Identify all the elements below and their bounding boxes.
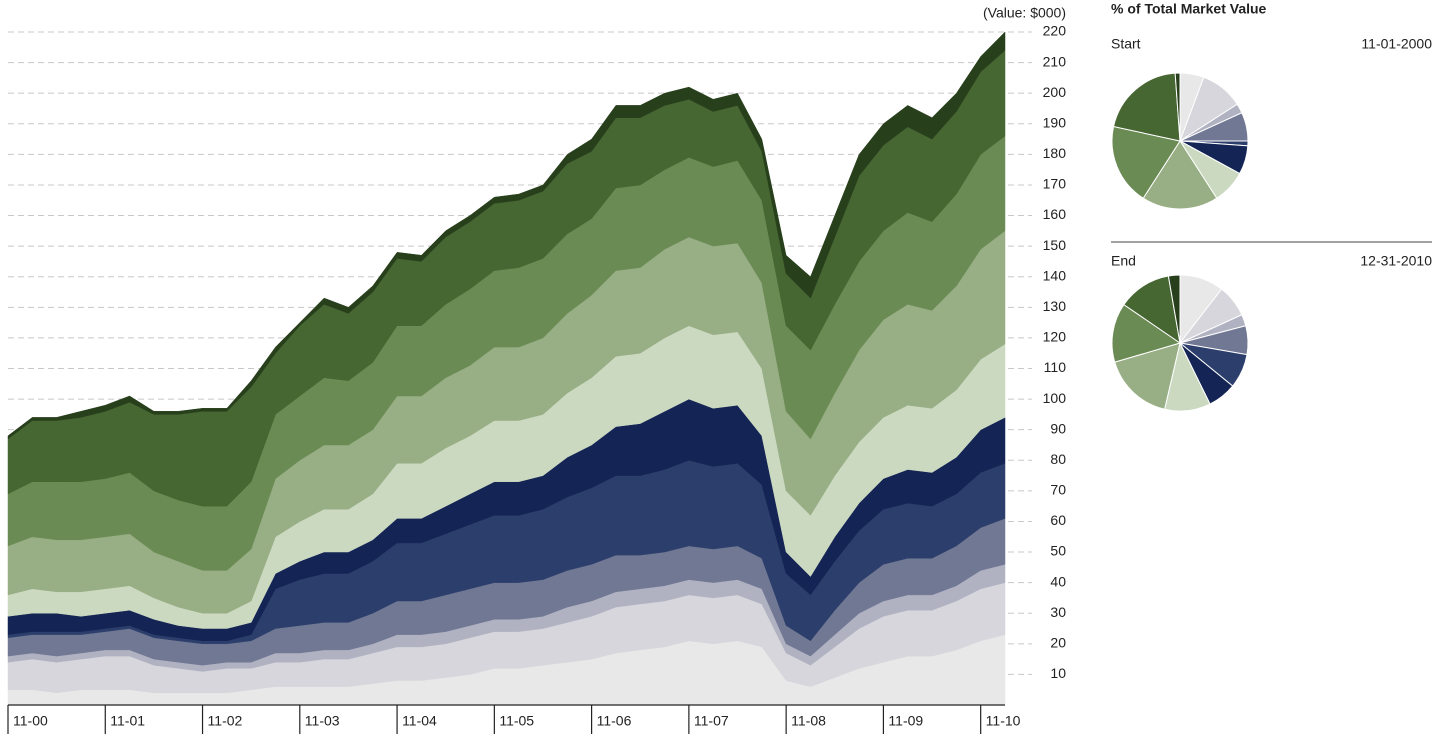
x-tick-label: 11-04 [402, 713, 437, 729]
pie-slice [1111, 125, 1181, 199]
x-tick-label: 11-01 [110, 713, 145, 729]
y-tick-label: 220 [1043, 23, 1067, 39]
y-tick-label: 60 [1050, 512, 1066, 528]
y-tick-label: 160 [1043, 206, 1067, 222]
pie-date: 12-31-2010 [1360, 253, 1432, 269]
y-tick-label: 70 [1050, 482, 1066, 498]
y-tick-label: 90 [1050, 420, 1066, 436]
plot-area [7, 31, 1006, 706]
x-tick-label: 11-06 [597, 713, 632, 729]
x-tick-label: 11-07 [694, 713, 729, 729]
y-tick-label: 50 [1050, 543, 1066, 559]
pie-title: Start [1111, 36, 1141, 52]
y-tick-label: 190 [1043, 114, 1067, 130]
y-tick-label: 130 [1043, 298, 1067, 314]
y-tick-label: 170 [1043, 176, 1067, 192]
x-tick-label: 11-02 [208, 713, 243, 729]
area-layer [7, 31, 1006, 440]
y-tick-label: 80 [1050, 451, 1066, 467]
pie-slice [1112, 72, 1181, 142]
x-tick-label: 11-08 [791, 713, 826, 729]
y-tick-label: 10 [1050, 665, 1066, 681]
x-tick-label: 11-05 [499, 713, 534, 729]
y-tick-label: 180 [1043, 145, 1067, 161]
y-axis-label: (Value: $000) [983, 5, 1066, 21]
x-tick-label: 11-03 [305, 713, 340, 729]
x-tick-label: 11-00 [13, 713, 48, 729]
pie-slice [1174, 72, 1181, 142]
y-tick-label: 150 [1043, 237, 1067, 253]
pie-slice [1111, 303, 1182, 363]
x-tick-label: 11-10 [986, 713, 1021, 729]
y-tick-label: 210 [1043, 53, 1067, 69]
pie-date: 11-01-2000 [1361, 36, 1432, 52]
pie-slice [1114, 342, 1181, 410]
y-tick-label: 140 [1043, 267, 1067, 283]
pie-slice [1167, 274, 1181, 344]
x-tick-label: 11-09 [888, 713, 923, 729]
y-tick-label: 100 [1043, 390, 1067, 406]
y-tick-label: 30 [1050, 604, 1066, 620]
y-tick-label: 200 [1043, 84, 1067, 100]
y-tick-label: 40 [1050, 573, 1066, 589]
pie-title: End [1111, 253, 1136, 269]
pie-panel-heading: % of Total Market Value [1111, 1, 1267, 17]
pie-slice [1142, 140, 1218, 210]
y-tick-label: 110 [1044, 359, 1067, 375]
y-tick-label: 20 [1050, 635, 1066, 651]
y-tick-label: 120 [1043, 329, 1067, 345]
